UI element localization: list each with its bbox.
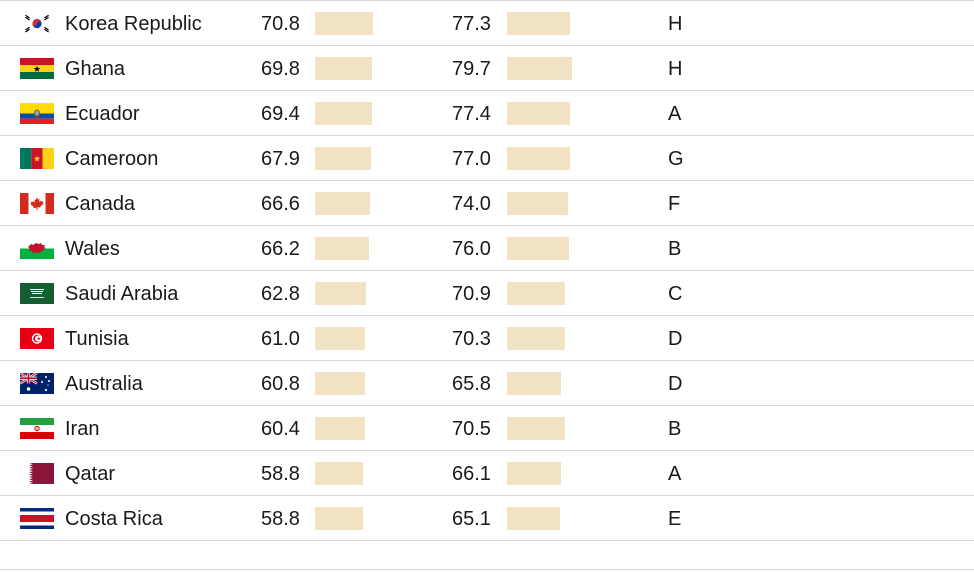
rating-2-bar: [507, 237, 569, 260]
rating-2-bar: [507, 192, 568, 215]
table-row: Ecuador 69.4 77.4 A: [0, 91, 974, 136]
rating-1-value: 69.8: [261, 58, 300, 80]
rating-1-value: 70.8: [261, 13, 300, 35]
country-name: Saudi Arabia: [65, 283, 179, 305]
table-row: Australia 60.8 65.8 D: [0, 361, 974, 406]
group-letter: B: [668, 418, 682, 440]
country-name: Tunisia: [65, 328, 129, 350]
ecuador-flag-icon: [20, 103, 54, 124]
group-letter: A: [668, 463, 682, 485]
rating-2-value: 76.0: [452, 238, 491, 260]
rating-2-bar: [507, 417, 565, 440]
rating-2-value: 70.9: [452, 283, 491, 305]
rating-2-bar: [507, 372, 561, 395]
table-row: Cameroon 67.9 77.0 G: [0, 136, 974, 181]
rating-2-value: 65.1: [452, 508, 491, 530]
country-name: Korea Republic: [65, 13, 202, 35]
group-letter: D: [668, 328, 683, 350]
rating-2-bar: [507, 147, 570, 170]
rating-2-value: 70.5: [452, 418, 491, 440]
rating-1-bar: [315, 102, 372, 125]
rating-2-value: 77.4: [452, 103, 491, 125]
rating-2-bar: [507, 57, 572, 80]
team-ratings-table: Korea Republic 70.8 77.3 H Ghana 69.8 79…: [0, 0, 974, 541]
group-letter: H: [668, 58, 683, 80]
group-letter: F: [668, 193, 681, 215]
rating-1-value: 66.6: [261, 193, 300, 215]
korea-republic-flag-icon: [20, 13, 54, 34]
rating-1-value: 66.2: [261, 238, 300, 260]
rating-2-bar: [507, 327, 565, 350]
iran-flag-icon: [20, 418, 54, 439]
australia-flag-icon: [20, 373, 54, 394]
group-letter: H: [668, 13, 683, 35]
country-name: Costa Rica: [65, 508, 163, 530]
country-name: Ecuador: [65, 103, 140, 125]
rating-1-bar: [315, 327, 365, 350]
rating-1-bar: [315, 147, 371, 170]
table-row: Qatar 58.8 66.1 A: [0, 451, 974, 496]
rating-2-bar: [507, 12, 570, 35]
rating-1-bar: [315, 372, 365, 395]
cameroon-flag-icon: [20, 148, 54, 169]
table-row: Wales 66.2 76.0 B: [0, 226, 974, 271]
rating-2-value: 74.0: [452, 193, 491, 215]
table-row: Ghana 69.8 79.7 H: [0, 46, 974, 91]
rating-1-value: 61.0: [261, 328, 300, 350]
rating-1-value: 58.8: [261, 508, 300, 530]
rating-2-value: 79.7: [452, 58, 491, 80]
rating-2-bar: [507, 282, 565, 305]
tunisia-flag-icon: [20, 328, 54, 349]
table-bottom-divider: [0, 569, 974, 570]
costa-rica-flag-icon: [20, 508, 54, 529]
country-name: Qatar: [65, 463, 116, 485]
rating-1-bar: [315, 237, 369, 260]
country-name: Wales: [65, 238, 120, 260]
rating-1-value: 58.8: [261, 463, 300, 485]
country-name: Canada: [65, 193, 136, 215]
rating-1-value: 69.4: [261, 103, 300, 125]
table-row: Iran 60.4 70.5 B: [0, 406, 974, 451]
group-letter: G: [668, 148, 684, 170]
table-row: Canada 66.6 74.0 F: [0, 181, 974, 226]
rating-2-value: 66.1: [452, 463, 491, 485]
rating-1-bar: [315, 507, 363, 530]
group-letter: E: [668, 508, 682, 530]
rating-2-value: 77.0: [452, 148, 491, 170]
rating-2-value: 77.3: [452, 13, 491, 35]
country-name: Australia: [65, 373, 143, 395]
rating-2-bar: [507, 102, 570, 125]
table-row: Tunisia 61.0 70.3 D: [0, 316, 974, 361]
table-row: Korea Republic 70.8 77.3 H: [0, 0, 974, 46]
group-letter: C: [668, 283, 683, 305]
rating-1-bar: [315, 192, 370, 215]
rating-2-value: 65.8: [452, 373, 491, 395]
rating-1-value: 67.9: [261, 148, 300, 170]
country-name: Iran: [65, 418, 100, 440]
rating-1-value: 62.8: [261, 283, 300, 305]
rating-1-value: 60.8: [261, 373, 300, 395]
table-row: Costa Rica 58.8 65.1 E: [0, 496, 974, 541]
rating-1-bar: [315, 57, 372, 80]
rating-1-bar: [315, 462, 363, 485]
rating-1-value: 60.4: [261, 418, 300, 440]
country-name: Ghana: [65, 58, 126, 80]
table-row: Saudi Arabia 62.8 70.9 C: [0, 271, 974, 316]
ghana-flag-icon: [20, 58, 54, 79]
rating-2-bar: [507, 462, 561, 485]
wales-flag-icon: [20, 238, 54, 259]
rating-2-value: 70.3: [452, 328, 491, 350]
rating-1-bar: [315, 282, 366, 305]
canada-flag-icon: [20, 193, 54, 214]
qatar-flag-icon: [20, 463, 54, 484]
saudi-arabia-flag-icon: [20, 283, 54, 304]
group-letter: A: [668, 103, 682, 125]
rating-1-bar: [315, 417, 365, 440]
rating-1-bar: [315, 12, 373, 35]
group-letter: B: [668, 238, 682, 260]
group-letter: D: [668, 373, 683, 395]
rating-2-bar: [507, 507, 560, 530]
country-name: Cameroon: [65, 148, 159, 170]
